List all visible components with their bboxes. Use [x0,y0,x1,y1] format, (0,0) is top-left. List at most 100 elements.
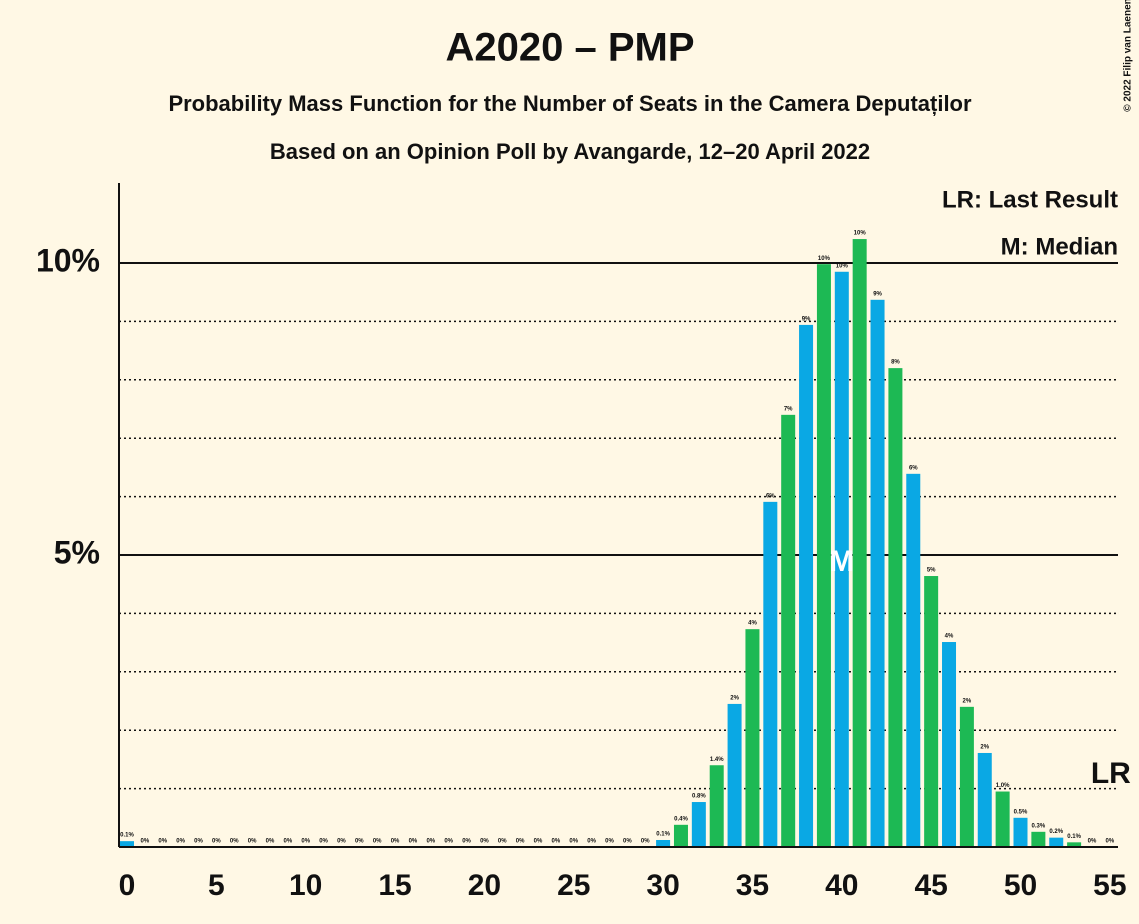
subtitle: Based on an Opinion Poll by Avangarde, 1… [270,139,870,164]
bar [763,501,778,847]
x-tick-label: 35 [736,869,769,902]
bar [709,765,724,847]
bar [745,629,760,847]
value-label: 0% [319,839,328,845]
legend-entry: LR: Last Result [942,186,1118,213]
x-tick-label: 50 [1004,869,1037,902]
value-label: 0% [605,839,614,845]
subtitle: Probability Mass Function for the Number… [168,91,972,116]
x-tick-label: 20 [468,869,501,902]
value-label: 0% [409,839,418,845]
value-label: 9% [873,291,882,297]
bar [834,271,849,847]
bar [888,368,903,847]
y-tick-label: 5% [54,534,100,570]
value-label: 10% [836,263,849,269]
bar [673,824,688,847]
x-tick-label: 40 [825,869,858,902]
value-label: 10% [818,256,831,262]
x-tick-label: 30 [646,869,679,902]
bar [1031,831,1046,847]
value-label: 0% [301,839,310,845]
x-tick-label: 5 [208,869,225,902]
value-label: 5% [927,568,936,574]
value-label: 0.1% [1067,834,1081,840]
value-label: 0% [355,839,364,845]
bar [906,473,921,847]
x-tick-label: 15 [378,869,411,902]
value-label: 4% [748,621,757,627]
value-label: 6% [766,493,775,499]
value-label: 0% [498,839,507,845]
value-label: 0% [1106,839,1115,845]
bar [870,299,885,847]
value-label: 0.4% [674,816,688,822]
value-label: 0% [373,839,382,845]
bar [959,706,974,847]
value-label: 2% [730,695,739,701]
bar [691,802,706,847]
bar [656,839,671,847]
value-label: 0.3% [1032,823,1046,829]
bar [1013,817,1028,847]
value-label: 2% [963,698,972,704]
value-label: 0% [623,839,632,845]
value-label: 0% [212,839,221,845]
x-tick-label: 25 [557,869,590,902]
value-label: 0% [641,839,650,845]
value-label: 0% [569,839,578,845]
bar [995,791,1010,847]
x-tick-label: 55 [1093,869,1126,902]
legend-entry: M: Median [1001,233,1118,260]
bar [852,239,867,847]
x-tick-label: 45 [914,869,947,902]
value-label: 0% [141,839,150,845]
copyright: © 2022 Filip van Laenen [1123,0,1134,112]
bar [977,752,992,847]
value-label: 0% [516,839,525,845]
chart-title: A2020 – PMP [445,26,694,70]
value-label: 0% [552,839,561,845]
value-label: 4% [945,634,954,640]
value-label: 10% [854,231,867,237]
value-label: 0% [248,839,257,845]
value-label: 0% [462,839,471,845]
bar [1049,837,1064,847]
value-label: 0% [391,839,400,845]
value-label: 0% [337,839,346,845]
bar [120,841,134,847]
value-label: 0.5% [1014,809,1028,815]
value-label: 0% [426,839,435,845]
value-label: 0% [480,839,489,845]
bar [727,703,742,847]
value-label: 0.1% [656,832,670,838]
value-label: 0% [283,839,292,845]
value-label: 0% [176,839,185,845]
bar [924,576,939,847]
value-label: 9% [802,316,811,322]
value-label: 0% [266,839,275,845]
bar [816,264,831,847]
value-label: 0% [194,839,203,845]
value-label: 0% [230,839,239,845]
value-label: 0.1% [120,833,134,839]
bar [1067,842,1082,847]
value-label: 0% [158,839,167,845]
x-tick-label: 0 [119,869,136,902]
value-label: 7% [784,406,793,412]
value-label: 0.2% [1049,829,1063,835]
value-label: 0% [444,839,453,845]
value-label: 1.4% [710,757,724,763]
value-label: 6% [909,465,918,471]
value-label: 0% [534,839,543,845]
value-label: 0.8% [692,794,706,800]
value-label: 2% [980,745,989,751]
bar [781,414,796,847]
value-label: 1.0% [996,783,1010,789]
bar [799,324,814,847]
bar [942,642,957,847]
last-result-marker: LR [1091,757,1131,790]
x-tick-label: 10 [289,869,322,902]
value-label: 8% [891,360,900,366]
